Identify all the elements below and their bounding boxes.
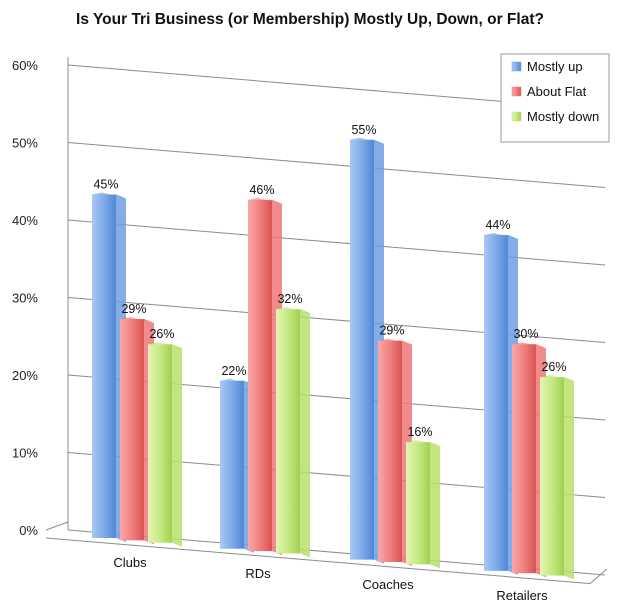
data-label: 55% — [351, 123, 376, 137]
data-label: 29% — [379, 324, 404, 338]
data-label: 44% — [485, 218, 510, 232]
bar-top — [378, 338, 412, 345]
x-tick-label: Coaches — [362, 577, 414, 592]
data-label: 29% — [121, 302, 146, 316]
bar-front — [540, 377, 564, 576]
gridline — [67, 219, 606, 266]
bar-top — [512, 342, 546, 349]
legend-item: Mostly down — [511, 109, 599, 124]
x-tick-label: Clubs — [113, 555, 147, 570]
legend: Mostly up About Flat Mostly down — [500, 53, 610, 143]
bar-top — [276, 307, 310, 314]
floor-right-edge — [589, 568, 608, 584]
bar-top — [484, 232, 518, 239]
data-label: 16% — [407, 425, 432, 439]
y-tick-label: 60% — [12, 58, 38, 73]
x-tick-label: Retailers — [496, 588, 548, 603]
y-tick-label: 30% — [12, 291, 38, 306]
bar-mostly-down-clubs — [148, 342, 182, 547]
chart-title: Is Your Tri Business (or Membership) Mos… — [76, 11, 544, 28]
data-label: 26% — [541, 360, 566, 374]
bar-front — [220, 380, 244, 549]
bar-mostly-down-retailers — [540, 375, 574, 580]
x-tick-label: RDs — [245, 566, 271, 581]
data-label: 46% — [249, 183, 274, 197]
y-tick-label: 20% — [12, 368, 38, 383]
data-labels: 45%29%26%22%46%32%55%29%16%44%30%26% — [93, 123, 566, 439]
data-label: 30% — [513, 327, 538, 341]
bar-side — [430, 442, 440, 569]
bar-mostly-down-coaches — [406, 440, 440, 569]
data-label: 45% — [93, 177, 118, 191]
bar-top — [92, 192, 126, 199]
y-tick-label: 40% — [12, 213, 38, 228]
bar-front — [350, 139, 374, 560]
data-label: 32% — [277, 292, 302, 306]
bar-front — [148, 344, 172, 543]
bar-mostly-up-clubs — [92, 192, 126, 543]
bar-side — [172, 344, 182, 547]
legend-swatch — [511, 86, 522, 97]
bar-front — [248, 199, 272, 552]
floor-edge — [45, 521, 69, 531]
data-label: 26% — [149, 327, 174, 341]
legend-label: Mostly down — [527, 109, 599, 124]
y-tick-label: 50% — [12, 136, 38, 151]
bar-front — [484, 234, 508, 571]
category-labels: Clubs RDs Coaches Retailers — [113, 555, 548, 603]
legend-item: Mostly up — [511, 59, 583, 74]
bar-top — [350, 137, 384, 144]
legend-item: About Flat — [511, 84, 587, 99]
legend-label: About Flat — [527, 84, 587, 99]
bar-mostly-down-rds — [276, 307, 310, 558]
bar-top — [540, 375, 574, 382]
legend-swatch — [511, 61, 522, 72]
gridline — [67, 142, 606, 188]
y-tick-label: 10% — [12, 446, 38, 461]
legend-label: Mostly up — [527, 59, 583, 74]
y-tick-label: 0% — [19, 523, 38, 538]
bar-front — [120, 318, 144, 541]
legend-swatch — [511, 111, 522, 122]
bar-front — [92, 194, 116, 539]
bar-top — [148, 342, 182, 349]
bar-front — [378, 340, 402, 562]
bar-side — [300, 309, 310, 558]
bar-front — [276, 309, 300, 554]
data-label: 22% — [221, 364, 246, 378]
floor-front-edge — [45, 537, 591, 585]
bar-top — [220, 378, 254, 385]
bar-top — [248, 197, 282, 204]
bar-front — [512, 344, 536, 574]
bar-side — [564, 377, 574, 580]
bar-top — [406, 440, 440, 447]
bar-top — [120, 316, 154, 323]
bars — [92, 137, 574, 580]
bar-front — [406, 442, 430, 565]
